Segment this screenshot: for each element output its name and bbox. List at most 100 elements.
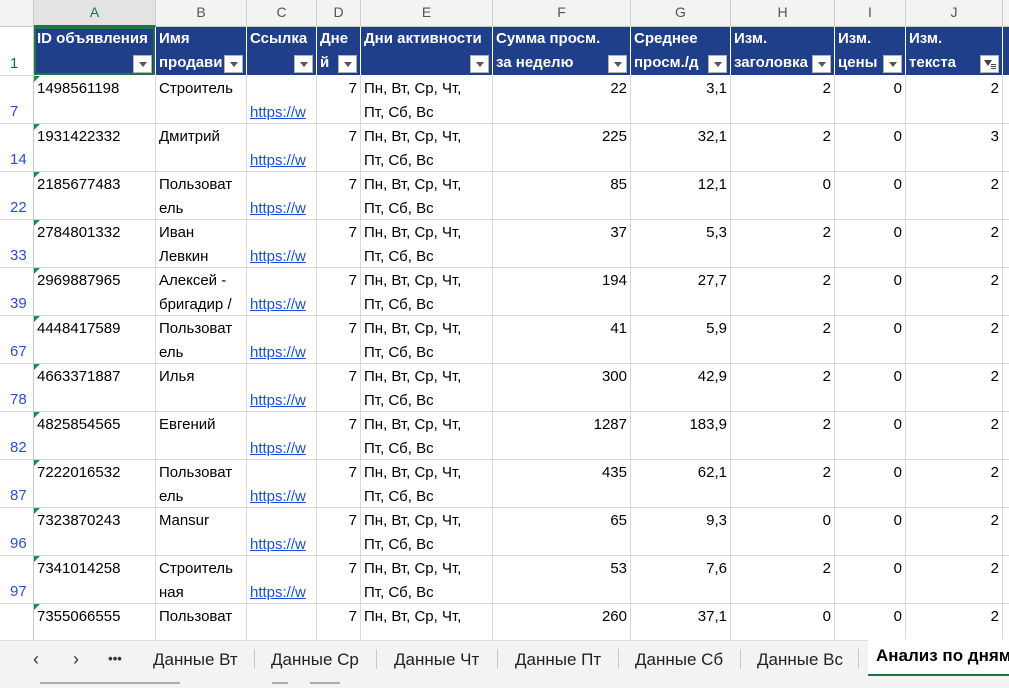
table-cell-text-changes[interactable]: 3 [906, 124, 1003, 172]
chevron-right-icon[interactable]: › [73, 649, 79, 669]
table-cell-id[interactable]: 4663371887 [34, 364, 156, 412]
table-cell-days[interactable]: 7 [317, 124, 361, 172]
table-cell-name[interactable]: Строитель ная [156, 556, 247, 604]
table-cell-text-changes[interactable]: 2 [906, 604, 1003, 640]
hyperlink[interactable]: https://w [250, 248, 306, 265]
table-cell-link[interactable] [247, 604, 317, 640]
row-header[interactable]: 82 [0, 412, 34, 460]
table-cell-link[interactable]: https://w [247, 124, 317, 172]
hyperlink[interactable]: https://w [250, 392, 306, 409]
tab-data-tue[interactable]: Данные Вт [153, 650, 238, 669]
table-cell-link[interactable]: https://w [247, 412, 317, 460]
table-cell-name[interactable]: Илья [156, 364, 247, 412]
table-cell[interactable] [1003, 172, 1009, 220]
table-cell-title-changes[interactable]: 2 [731, 76, 835, 124]
filter-dropdown-icon[interactable] [812, 55, 831, 73]
table-cell-activity[interactable]: Пн, Вт, Ср, Чт, Пт, Сб, Вс [361, 220, 493, 268]
table-cell-title-changes[interactable]: 2 [731, 124, 835, 172]
table-cell-sum[interactable]: 194 [493, 268, 631, 316]
table-cell[interactable] [1003, 124, 1009, 172]
table-cell-sum[interactable]: 435 [493, 460, 631, 508]
table-cell-sum[interactable]: 260 [493, 604, 631, 640]
table-cell-id[interactable]: 7355066555 [34, 604, 156, 640]
table-cell-name[interactable]: Иван Левкин [156, 220, 247, 268]
table-cell[interactable] [1003, 316, 1009, 364]
row-header[interactable]: 97 [0, 556, 34, 604]
table-cell-activity[interactable]: Пн, Вт, Ср, Чт, Пт, Сб, Вс [361, 76, 493, 124]
table-cell-id[interactable]: 2784801332 [34, 220, 156, 268]
table-cell-title-changes[interactable]: 0 [731, 604, 835, 640]
row-header[interactable]: 14 [0, 124, 34, 172]
hyperlink[interactable]: https://w [250, 104, 306, 121]
table-cell-title-changes[interactable]: 2 [731, 364, 835, 412]
filter-dropdown-icon[interactable] [470, 55, 489, 73]
table-cell-activity[interactable]: Пн, Вт, Ср, Чт, Пт, Сб, Вс [361, 172, 493, 220]
table-cell-days[interactable]: 7 [317, 268, 361, 316]
table-cell-activity[interactable]: Пн, Вт, Ср, Чт, Пт, Сб, Вс [361, 316, 493, 364]
table-cell-id[interactable]: 7222016532 [34, 460, 156, 508]
table-cell-id[interactable]: 4825854565 [34, 412, 156, 460]
table-cell-name[interactable]: Строитель [156, 76, 247, 124]
table-cell-link[interactable]: https://w [247, 172, 317, 220]
tab-data-thu[interactable]: Данные Чт [394, 650, 480, 669]
select-all-corner[interactable] [0, 0, 34, 27]
hyperlink[interactable]: https://w [250, 152, 306, 169]
row-header[interactable]: 1 [0, 27, 34, 76]
filter-dropdown-icon[interactable] [224, 55, 243, 73]
table-cell-price-changes[interactable]: 0 [835, 316, 906, 364]
table-header-cell[interactable]: ID объявления [34, 27, 156, 76]
tab-analysis-by-day[interactable]: Анализ по дням [868, 639, 1009, 677]
filter-dropdown-icon[interactable] [338, 55, 357, 73]
table-cell-days[interactable]: 7 [317, 76, 361, 124]
table-cell-price-changes[interactable]: 0 [835, 364, 906, 412]
table-header-cell[interactable]: Дне й [317, 27, 361, 76]
table-cell-text-changes[interactable]: 2 [906, 412, 1003, 460]
table-cell-link[interactable]: https://w [247, 556, 317, 604]
table-cell-activity[interactable]: Пн, Вт, Ср, Чт, [361, 604, 493, 640]
table-header-cell[interactable]: Ссылка [247, 27, 317, 76]
table-cell-price-changes[interactable]: 0 [835, 220, 906, 268]
table-cell-text-changes[interactable]: 2 [906, 556, 1003, 604]
table-cell-price-changes[interactable]: 0 [835, 172, 906, 220]
hyperlink[interactable]: https://w [250, 584, 306, 601]
column-header[interactable]: I [835, 0, 906, 27]
row-header[interactable] [0, 604, 34, 640]
table-cell-link[interactable]: https://w [247, 220, 317, 268]
table-cell[interactable] [1003, 460, 1009, 508]
table-cell-days[interactable]: 7 [317, 364, 361, 412]
table-cell-id[interactable]: 2969887965 [34, 268, 156, 316]
table-cell-price-changes[interactable]: 0 [835, 76, 906, 124]
hyperlink[interactable]: https://w [250, 440, 306, 457]
table-cell-price-changes[interactable]: 0 [835, 412, 906, 460]
table-cell[interactable] [1003, 76, 1009, 124]
column-header[interactable]: J [906, 0, 1003, 27]
table-cell-id[interactable]: 7341014258 [34, 556, 156, 604]
table-header-cell[interactable] [1003, 27, 1009, 76]
table-cell-id[interactable]: 2185677483 [34, 172, 156, 220]
tab-data-fri[interactable]: Данные Пт [515, 650, 602, 669]
table-cell-text-changes[interactable]: 2 [906, 268, 1003, 316]
filter-dropdown-icon[interactable] [133, 55, 152, 73]
table-cell-sum[interactable]: 85 [493, 172, 631, 220]
table-cell-name[interactable]: Алексей - бригадир / [156, 268, 247, 316]
table-cell-avg[interactable]: 3,1 [631, 76, 731, 124]
table-cell-days[interactable]: 7 [317, 316, 361, 364]
table-cell-title-changes[interactable]: 2 [731, 316, 835, 364]
table-cell-price-changes[interactable]: 0 [835, 604, 906, 640]
tab-data-sun[interactable]: Данные Вс [757, 650, 843, 669]
row-header[interactable]: 78 [0, 364, 34, 412]
filter-dropdown-icon[interactable] [883, 55, 902, 73]
table-cell-activity[interactable]: Пн, Вт, Ср, Чт, Пт, Сб, Вс [361, 364, 493, 412]
table-cell-sum[interactable]: 65 [493, 508, 631, 556]
table-cell-title-changes[interactable]: 0 [731, 508, 835, 556]
filter-dropdown-icon[interactable] [608, 55, 627, 73]
row-header[interactable]: 39 [0, 268, 34, 316]
row-header[interactable]: 87 [0, 460, 34, 508]
table-cell-link[interactable]: https://w [247, 460, 317, 508]
table-cell[interactable] [1003, 508, 1009, 556]
table-cell-activity[interactable]: Пн, Вт, Ср, Чт, Пт, Сб, Вс [361, 556, 493, 604]
column-header[interactable] [1003, 0, 1009, 27]
column-header[interactable]: H [731, 0, 835, 27]
table-cell-activity[interactable]: Пн, Вт, Ср, Чт, Пт, Сб, Вс [361, 412, 493, 460]
table-header-cell[interactable]: Дни активности [361, 27, 493, 76]
